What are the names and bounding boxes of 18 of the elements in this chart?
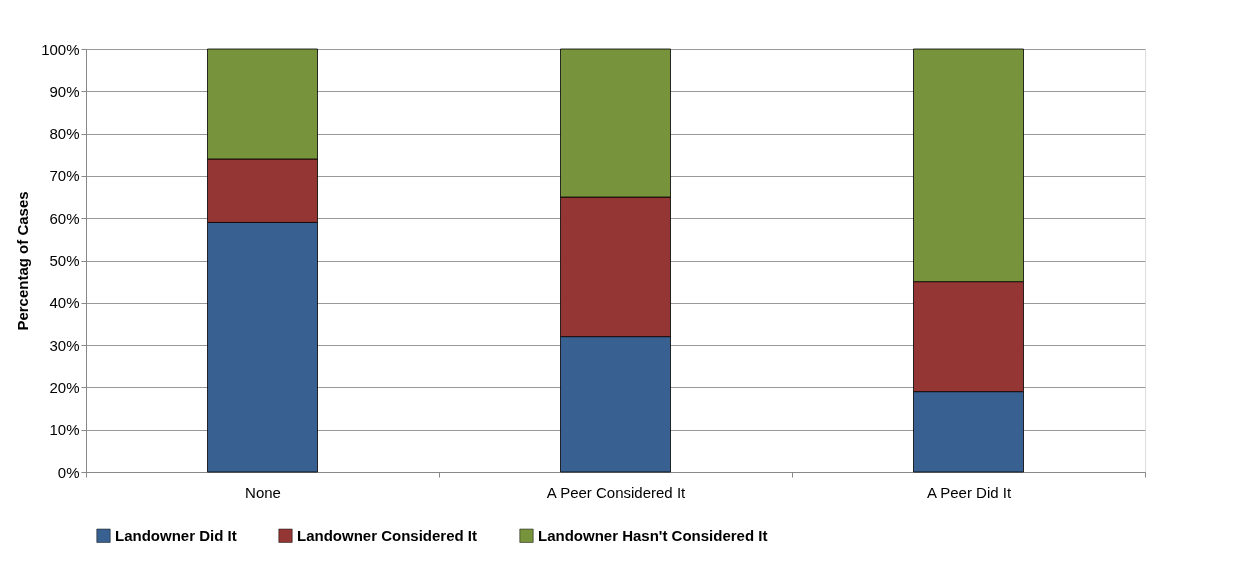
y-tick-label: 80%	[49, 125, 80, 143]
y-tick-label: 90%	[49, 82, 80, 100]
legend-label: Landowner Did It	[115, 526, 237, 544]
x-tick-label: None	[245, 483, 281, 501]
y-tick-label: 40%	[49, 294, 80, 312]
x-tick-label: A Peer Did It	[926, 483, 1012, 501]
y-tick-label: 0%	[57, 463, 80, 481]
x-tick-label: A Peer Considered It	[546, 483, 687, 501]
y-tick-label: 30%	[49, 336, 80, 354]
y-tick-label: 60%	[49, 209, 80, 227]
legend-label: Landowner Hasn't Considered It	[538, 526, 768, 544]
y-tick-label: 10%	[49, 421, 80, 439]
y-tick-label: 20%	[49, 378, 80, 396]
y-tick-label: 70%	[49, 167, 80, 185]
legend-label: Landowner Considered It	[297, 526, 478, 544]
y-tick-label: 50%	[49, 252, 80, 269]
y-axis-title: Percentag of Cases	[14, 191, 32, 331]
y-tick-label: 100%	[41, 40, 80, 58]
